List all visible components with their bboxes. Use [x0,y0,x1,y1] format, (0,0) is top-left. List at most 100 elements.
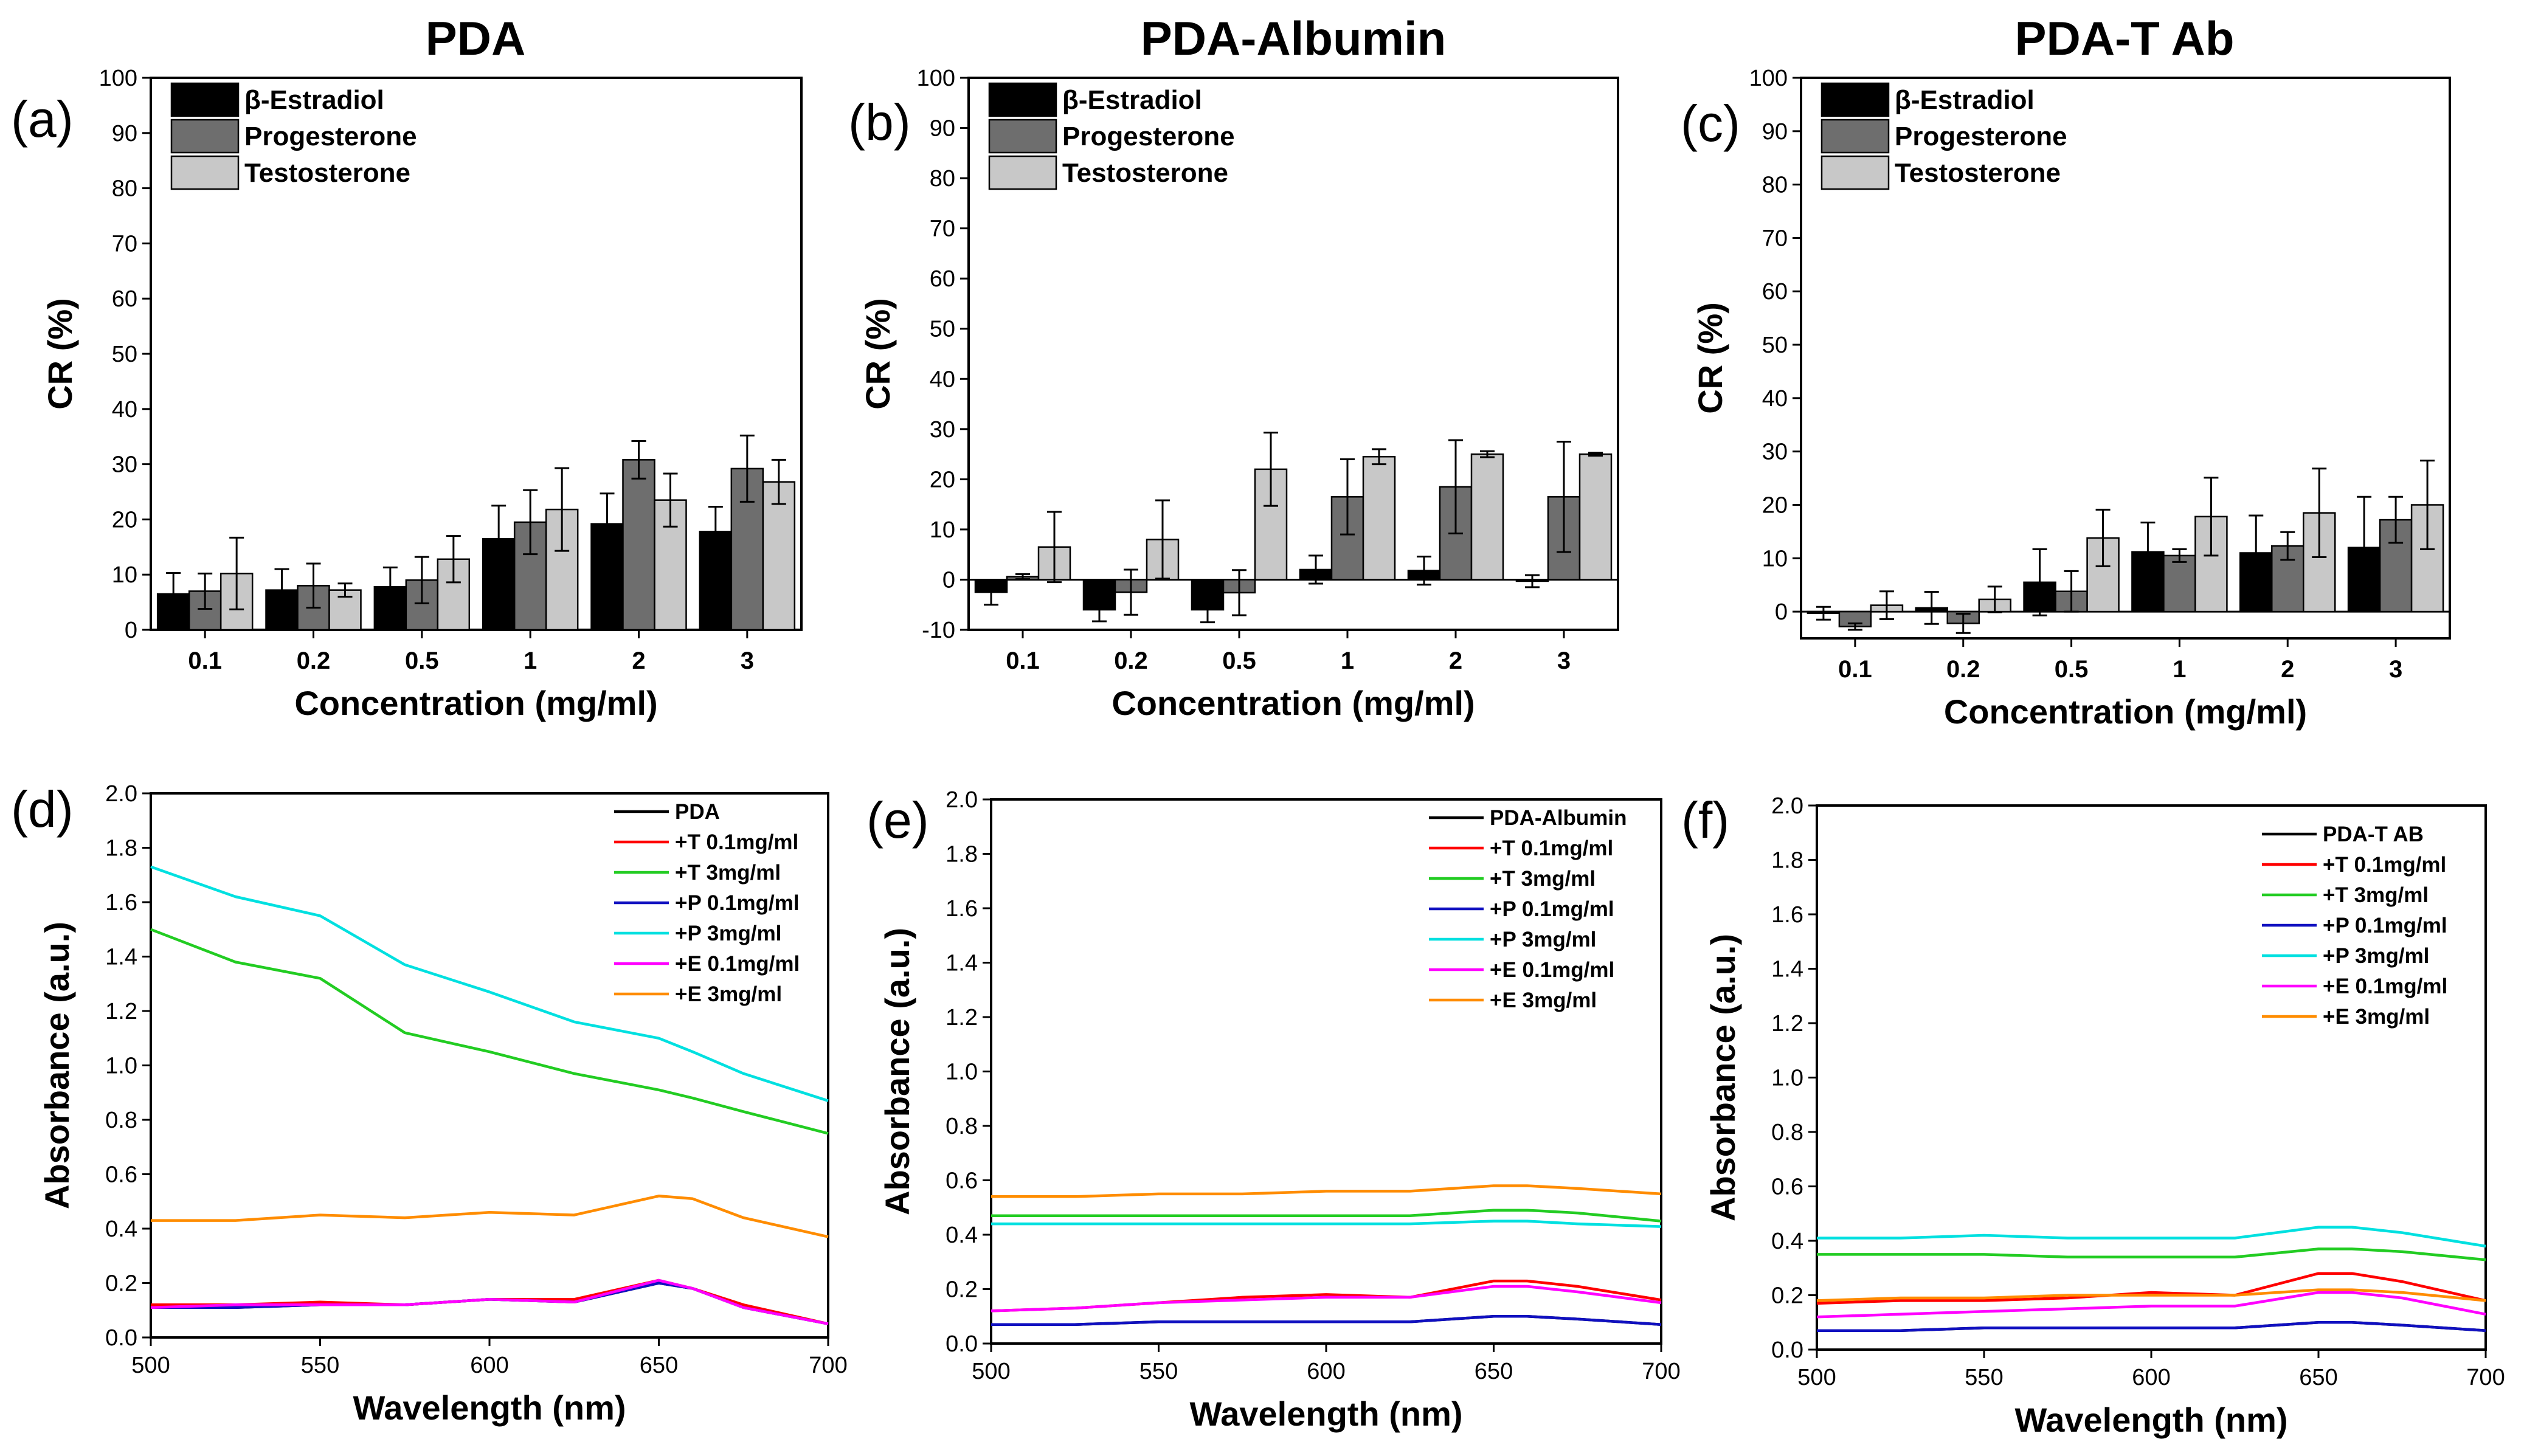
y-tick-label: 0.2 [105,1271,137,1297]
panel-label: (b) [848,94,911,151]
series-line-d-4 [150,865,829,1102]
legend-swatch [170,119,240,154]
legend-label: +P 0.1mg/ml [2323,914,2447,937]
legend-label: +E 0.1mg/ml [675,952,800,976]
x-tick-label: 500 [972,1359,1010,1384]
bar-a-1-4 [622,459,655,631]
legend-label: Testosterone [1895,158,2061,188]
x-tick-label: 1 [1341,647,1354,674]
y-tick-label: 1.8 [1771,848,1803,874]
y-axis-label: Absorbance (a.u.) [38,922,76,1209]
x-tick-label: 0.2 [297,647,331,674]
x-tick-label: 3 [2389,656,2402,683]
y-tick-label: 0.4 [1771,1229,1803,1254]
x-axis-label: Wavelength (nm) [1189,1395,1462,1433]
y-tick-label: 1.0 [1771,1066,1803,1091]
x-tick-label: 3 [1557,647,1571,674]
y-tick-label: 10 [112,562,137,588]
x-tick-label: 0.5 [2055,656,2089,683]
x-axis-label: Wavelength (nm) [2014,1401,2287,1439]
panel-title: PDA-T Ab [2014,12,2234,65]
y-tick-label: 0.0 [1771,1337,1803,1363]
legend-swatch [1820,82,1890,117]
y-tick-label: 20 [930,467,955,492]
y-tick-label: 1.0 [105,1054,137,1079]
y-tick-label: 1.4 [946,951,978,976]
x-tick-label: 2 [632,647,645,674]
legend-label: Progesterone [1062,122,1235,151]
y-tick-label: 80 [1762,173,1788,198]
series-line-d-5 [150,1278,829,1325]
y-tick-label: 80 [930,166,955,191]
y-tick-label: 1.0 [946,1060,978,1085]
y-tick-label: 1.4 [105,945,137,970]
y-tick-label: 20 [112,507,137,533]
series-line-e-6 [991,1184,1662,1198]
panel-title: PDA-Albumin [1141,12,1447,65]
legend-label: Progesterone [1895,122,2067,151]
y-tick-label: 100 [1749,66,1788,91]
legend-swatch [988,155,1057,190]
y-tick-label: 2.0 [1771,793,1803,819]
x-tick-label: 550 [1139,1359,1178,1384]
y-tick-label: 1.6 [105,890,137,916]
y-tick-label: 0.2 [946,1277,978,1303]
y-tick-label: 0.8 [105,1108,137,1133]
legend-swatch [988,119,1057,154]
x-tick-label: 550 [1965,1365,2003,1390]
y-axis-label: CR (%) [859,298,897,410]
y-tick-label: 0.6 [946,1168,978,1194]
legend-swatch [1820,155,1890,190]
x-tick-label: 700 [809,1353,847,1378]
x-axis-label: Concentration (mg/ml) [294,684,657,722]
legend-label: Testosterone [244,158,410,188]
legend-label: +E 0.1mg/ml [1490,958,1614,982]
bar-b-2-5 [1578,453,1613,581]
x-tick-label: 600 [470,1353,508,1378]
y-tick-label: 0.0 [105,1325,137,1351]
x-tick-label: 700 [1642,1359,1680,1384]
y-tick-label: 70 [1762,226,1788,251]
legend-label: +E 0.1mg/ml [2323,975,2447,998]
legend-label: +E 3mg/ml [2323,1005,2430,1029]
legend-label: +T 3mg/ml [1490,867,1596,891]
x-tick-label: 2 [1449,647,1462,674]
panel-label: (f) [1681,792,1729,849]
y-tick-label: 1.6 [1771,902,1803,928]
chart-panel-b: -10 0 10 20 30 40 50 60 70 80 90 100 0.1 0.2 0.5 1 2 3 β-E… [848,12,1619,722]
x-tick-label: 500 [1797,1365,1836,1390]
y-tick-label: 60 [1762,279,1788,305]
bar-b-2-3 [1362,455,1396,581]
legend-swatch [170,155,240,190]
series-line-e-4 [991,1220,1662,1228]
y-tick-label: 90 [1762,119,1788,145]
x-tick-label: 0.1 [1006,647,1040,674]
x-tick-label: 1 [524,647,537,674]
y-tick-label: 50 [930,317,955,342]
x-tick-label: 650 [640,1353,678,1378]
y-tick-label: 0 [125,618,137,643]
legend-label: PDA-Albumin [1490,806,1627,830]
y-tick-label: 1.8 [946,842,978,868]
x-tick-label: 550 [301,1353,339,1378]
series-line-e-5 [991,1285,1662,1313]
y-tick-label: 40 [112,397,137,423]
y-tick-label: 0.4 [105,1216,137,1242]
panel-label: (a) [11,91,74,148]
x-tick-label: 700 [2466,1365,2505,1390]
legend-label: +P 3mg/ml [2323,944,2429,968]
x-tick-label: 0.1 [188,647,222,674]
series-line-f-5 [1816,1291,2486,1319]
y-axis-label: CR (%) [1691,302,1729,414]
legend-label: +P 3mg/ml [675,922,781,945]
legend-swatch [170,82,240,117]
x-tick-label: 2 [2281,656,2294,683]
panel-title: PDA [426,12,526,65]
x-axis-label: Concentration (mg/ml) [1112,684,1475,722]
legend-label: +P 3mg/ml [1490,928,1596,951]
x-tick-label: 3 [741,647,754,674]
chart-panel-d: 0.0 0.2 0.4 0.6 0.8 1.0 1.2 1.4 1.6 1.8 2.0 500 550 6… [11,781,848,1427]
x-tick-label: 600 [1307,1359,1345,1384]
bar-b-2-4 [1470,453,1504,581]
